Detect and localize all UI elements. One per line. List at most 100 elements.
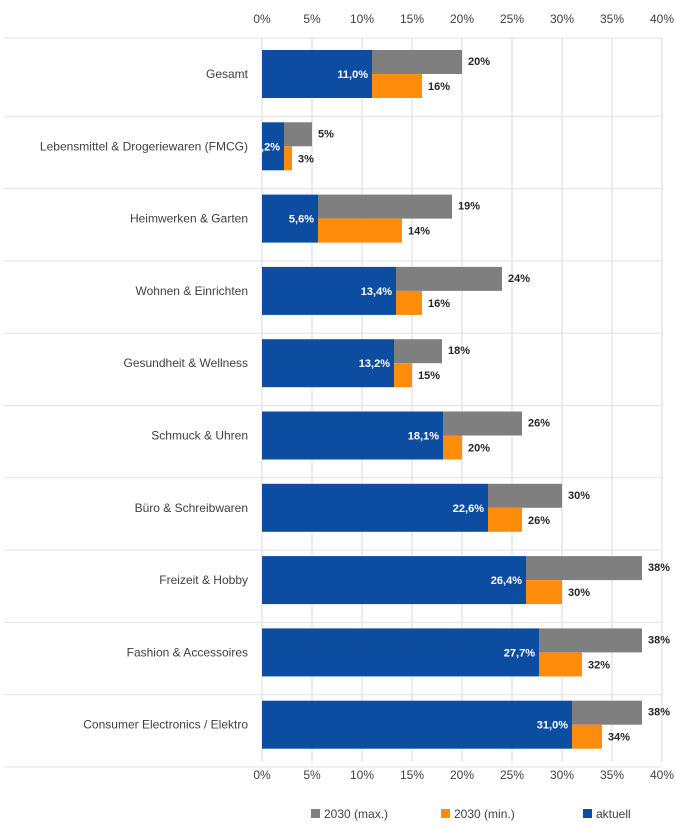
tick-label-top: 40%	[650, 12, 674, 26]
bar-2030-min	[526, 580, 562, 605]
tick-label-bottom: 0%	[253, 768, 271, 782]
bar-2030-max	[572, 700, 642, 725]
category-label: Gesamt	[206, 67, 249, 81]
data-label-aktuell: 2,2%	[255, 141, 280, 153]
bar-2030-min	[396, 290, 422, 315]
bar-2030-max	[396, 266, 502, 291]
category-label: Schmuck & Uhren	[151, 429, 248, 443]
legend: 2030 (max.) 2030 (min.) aktuell	[311, 807, 631, 821]
bar-2030-max	[443, 411, 522, 436]
tick-label-top: 10%	[350, 12, 374, 26]
data-labels: 11,0% 20% 16% 2,2% 5% 3% 5,6% 19% 14% 13,4% 24% 16%…	[255, 56, 670, 744]
bar-aktuell	[262, 339, 394, 388]
data-label-2030-min: 14%	[408, 226, 430, 238]
bar-2030-max	[394, 339, 442, 364]
data-label-aktuell: 11,0%	[337, 69, 368, 81]
data-label-2030-min: 16%	[428, 298, 450, 310]
data-label-2030-max: 26%	[528, 418, 550, 430]
bar-aktuell	[262, 266, 396, 315]
bar-2030-min	[394, 363, 412, 388]
bar-2030-min	[443, 435, 462, 460]
data-label-aktuell: 13,4%	[361, 286, 392, 298]
tick-label-bottom: 40%	[650, 768, 674, 782]
bar-2030-min	[539, 652, 582, 677]
bar-aktuell	[262, 628, 539, 677]
bar-2030-max	[318, 194, 452, 219]
bar-aktuell	[262, 122, 284, 171]
tick-label-top: 0%	[253, 12, 271, 26]
data-label-2030-max: 38%	[648, 562, 670, 574]
data-label-2030-max: 24%	[508, 273, 530, 285]
data-label-aktuell: 27,7%	[504, 647, 535, 659]
data-label-2030-max: 18%	[448, 345, 470, 357]
legend-swatch	[583, 809, 592, 818]
category-label: Büro & Schreibwaren	[135, 501, 248, 515]
tick-label-bottom: 25%	[500, 768, 524, 782]
tick-label-bottom: 35%	[600, 768, 624, 782]
tick-label-top: 5%	[303, 12, 321, 26]
data-label-2030-max: 5%	[318, 128, 334, 140]
bar-2030-max	[284, 122, 312, 147]
data-label-aktuell: 31,0%	[537, 720, 568, 732]
bar-2030-min	[284, 146, 292, 171]
bar-2030-max	[526, 556, 642, 581]
bar-aktuell	[262, 700, 572, 749]
bar-2030-min	[488, 507, 522, 532]
bars	[262, 50, 642, 749]
bar-aktuell	[262, 194, 318, 243]
category-label: Consumer Electronics / Elektro	[83, 718, 248, 732]
bar-aktuell	[262, 556, 526, 605]
tick-label-bottom: 5%	[303, 768, 321, 782]
data-label-2030-min: 20%	[468, 443, 490, 455]
data-label-2030-max: 30%	[568, 490, 590, 502]
category-label: Fashion & Accessoires	[127, 645, 248, 659]
category-label: Lebensmittel & Drogeriewaren (FMCG)	[40, 139, 248, 153]
tick-label-top: 30%	[550, 12, 574, 26]
data-label-aktuell: 13,2%	[359, 358, 390, 370]
bar-2030-min	[572, 724, 602, 749]
data-label-2030-max: 38%	[648, 707, 670, 719]
legend-label: aktuell	[596, 807, 631, 821]
tick-label-bottom: 15%	[400, 768, 424, 782]
tick-label-bottom: 20%	[450, 768, 474, 782]
category-label: Freizeit & Hobby	[159, 573, 248, 587]
data-label-2030-min: 3%	[298, 153, 314, 165]
bar-aktuell	[262, 50, 372, 98]
bar-2030-max	[372, 50, 462, 74]
legend-swatch	[311, 809, 320, 818]
data-label-2030-max: 20%	[468, 56, 490, 68]
bar-2030-max	[488, 483, 562, 508]
data-label-2030-min: 15%	[418, 370, 440, 382]
data-label-aktuell: 26,4%	[491, 575, 522, 587]
tick-label-bottom: 10%	[350, 768, 374, 782]
data-label-2030-min: 16%	[428, 81, 450, 93]
category-labels: Gesamt Lebensmittel & Drogeriewaren (FMCG…	[40, 67, 249, 732]
bar-2030-max	[539, 628, 642, 653]
category-label: Gesundheit & Wellness	[123, 356, 248, 370]
data-label-2030-max: 19%	[458, 201, 480, 213]
data-label-aktuell: 5,6%	[289, 214, 314, 226]
data-label-2030-min: 26%	[528, 515, 550, 527]
bar-aktuell	[262, 411, 443, 460]
bar-aktuell	[262, 483, 488, 532]
tick-label-top: 15%	[400, 12, 424, 26]
legend-label: 2030 (min.)	[454, 807, 515, 821]
tick-label-bottom: 30%	[550, 768, 574, 782]
data-label-2030-min: 30%	[568, 587, 590, 599]
legend-label: 2030 (max.)	[324, 807, 388, 821]
bottom-axis-ticks: 0% 5% 10% 15% 20% 25% 30% 35% 40%	[253, 768, 674, 782]
legend-swatch	[441, 809, 450, 818]
top-axis-ticks: 0% 5% 10% 15% 20% 25% 30% 35% 40%	[253, 12, 674, 26]
data-label-2030-min: 32%	[588, 659, 610, 671]
tick-label-top: 20%	[450, 12, 474, 26]
data-label-2030-max: 38%	[648, 634, 670, 646]
data-label-aktuell: 22,6%	[453, 503, 484, 515]
bar-2030-min	[372, 74, 422, 98]
data-label-2030-min: 34%	[608, 732, 630, 744]
tick-label-top: 35%	[600, 12, 624, 26]
tick-label-top: 25%	[500, 12, 524, 26]
bar-2030-min	[318, 218, 402, 243]
category-label: Wohnen & Einrichten	[135, 284, 248, 298]
data-label-aktuell: 18,1%	[408, 431, 439, 443]
